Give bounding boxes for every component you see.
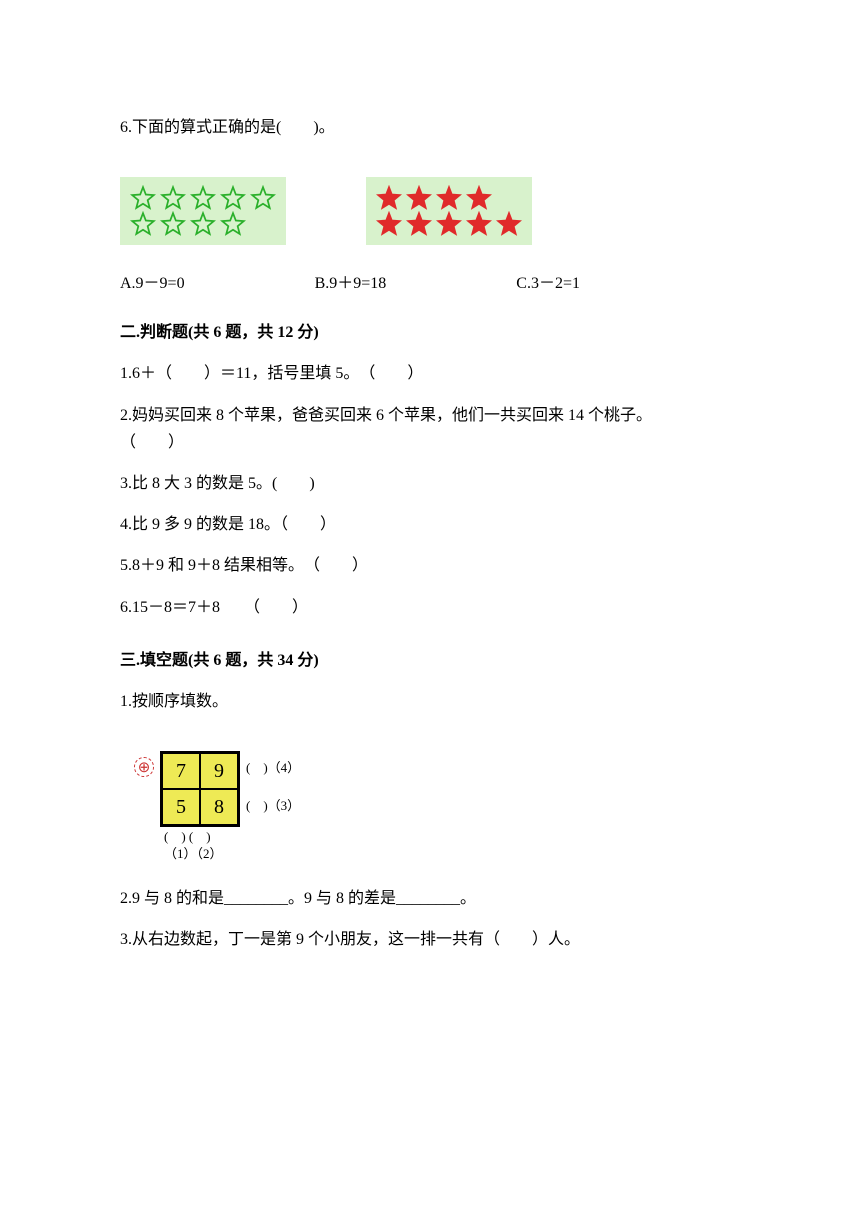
s2-q1: 1.6＋（ ）＝11，括号里填 5。 （ ） <box>120 360 740 387</box>
star-icon <box>406 211 432 237</box>
q6-option-b: B.9＋9=18 <box>315 269 387 293</box>
star-icon <box>220 211 246 237</box>
star-diagrams <box>120 177 740 245</box>
star-icon <box>376 211 402 237</box>
puzzle-cell: 8 <box>200 789 238 825</box>
section2-title: 二.判断题(共 6 题，共 12 分) <box>120 319 740 346</box>
star-icon <box>436 211 462 237</box>
q6-options: A.9－9=0 B.9＋9=18 C.3－2=1 <box>120 269 740 293</box>
red-star-group <box>366 177 532 245</box>
star-icon <box>220 185 246 211</box>
star-icon <box>376 185 402 211</box>
puzzle-label-3: ( )（3） <box>246 795 300 814</box>
section3-title: 三.填空题(共 6 题，共 34 分) <box>120 647 740 674</box>
star-icon <box>190 185 216 211</box>
star-icon <box>130 211 156 237</box>
q6-stem: 6.下面的算式正确的是( )。 <box>120 114 740 141</box>
puzzle-row: 79 <box>162 753 238 789</box>
puzzle-cell: 9 <box>200 753 238 789</box>
star-icon <box>190 211 216 237</box>
s2-q2b: （ ） <box>120 429 740 456</box>
s2-q3: 3.比 8 大 3 的数是 5。( ) <box>120 470 740 497</box>
green-star-group <box>120 177 286 245</box>
puzzle-label-4: ( )（4） <box>246 757 300 776</box>
puzzle-cell: 5 <box>162 789 200 825</box>
q6-option-c: C.3－2=1 <box>516 269 580 293</box>
star-icon <box>160 185 186 211</box>
s2-q4: 4.比 9 多 9 的数是 18。（ ） <box>120 511 740 538</box>
puzzle-cell: 7 <box>162 753 200 789</box>
worksheet-page: 6.下面的算式正确的是( )。 A.9－9=0 B.9＋9=18 C.3－2=1… <box>0 0 860 953</box>
star-icon <box>250 185 276 211</box>
star-icon <box>496 211 522 237</box>
puzzle-row: 58 <box>162 789 238 825</box>
s2-q6: 6.15－8＝7＋8 （ ） <box>120 594 740 621</box>
star-icon <box>160 211 186 237</box>
plus-circle-icon: ⊕ <box>134 757 154 777</box>
star-icon <box>130 185 156 211</box>
star-icon <box>466 211 492 237</box>
puzzle-labels-1-2: （1）（2） <box>164 846 223 863</box>
star-icon <box>466 185 492 211</box>
puzzle-blanks-bottom: ( ) ( ) <box>164 829 223 846</box>
star-row <box>376 185 522 211</box>
s3-q1: 1.按顺序填数。 <box>120 688 740 715</box>
star-row <box>376 211 522 237</box>
q6-option-a: A.9－9=0 <box>120 269 185 293</box>
puzzle-bottom-labels: ( ) ( ) （1）（2） <box>164 829 223 863</box>
star-icon <box>406 185 432 211</box>
star-row <box>130 185 276 211</box>
s2-q2a: 2.妈妈买回来 8 个苹果，爸爸买回来 6 个苹果，他们一共买回来 14 个桃子… <box>120 402 740 429</box>
s3-q2: 2.9 与 8 的和是________。9 与 8 的差是________。 <box>120 885 740 912</box>
s3-q3: 3.从右边数起，丁一是第 9 个小朋友，这一排一共有（ ）人。 <box>120 926 740 953</box>
star-icon <box>436 185 462 211</box>
s2-q5: 5.8＋9 和 9＋8 结果相等。 （ ） <box>120 552 740 579</box>
puzzle-grid: 7958 <box>160 751 240 827</box>
star-row <box>130 211 276 237</box>
